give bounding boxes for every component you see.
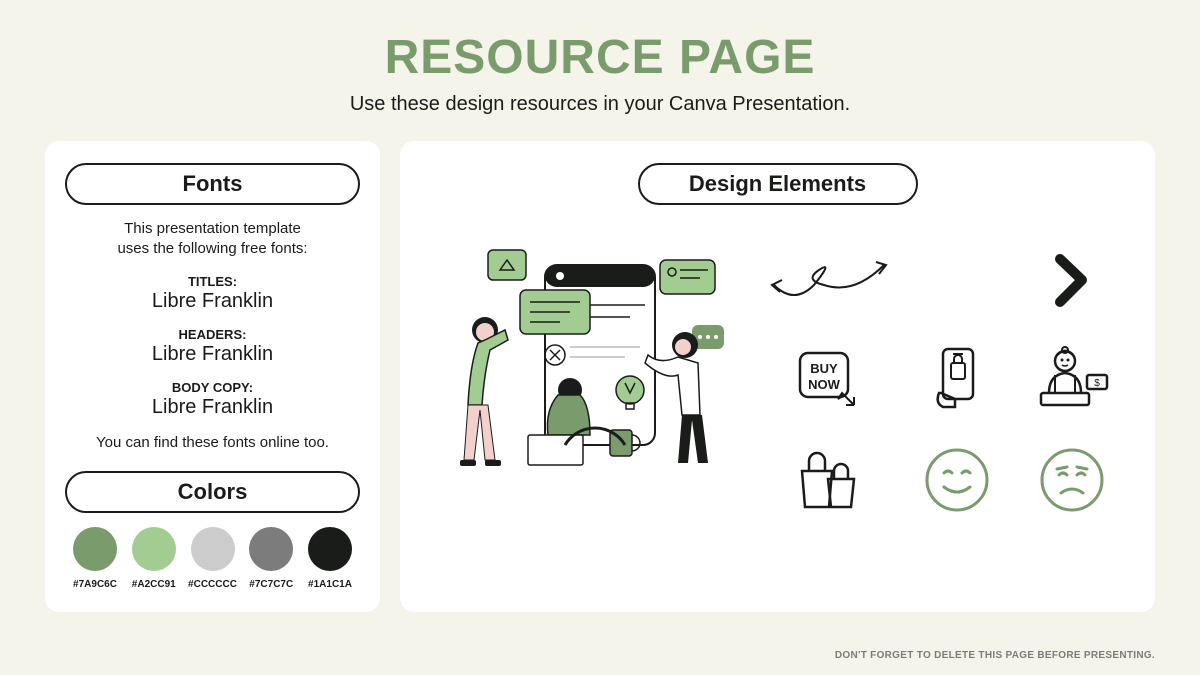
chevron-right-icon <box>1052 253 1092 308</box>
titles-font: Libre Franklin <box>65 290 360 313</box>
swatch-circle <box>308 527 352 571</box>
headers-label: HEADERS: <box>65 327 360 342</box>
swatch-hex: #7C7C7C <box>243 579 299 590</box>
swatch-circle <box>132 527 176 571</box>
svg-text:NOW: NOW <box>808 377 841 392</box>
swatch-circle <box>191 527 235 571</box>
happy-face-icon <box>922 445 992 515</box>
fonts-colors-panel: Fonts This presentation template uses th… <box>45 141 380 612</box>
design-elements-panel: Design Elements <box>400 141 1155 612</box>
swatch-hex: #CCCCCC <box>185 579 241 590</box>
headers-font: Libre Franklin <box>65 343 360 366</box>
fonts-heading: Fonts <box>65 163 360 205</box>
swatch-item: #CCCCCC <box>185 527 241 590</box>
body-label: BODY COPY: <box>65 380 360 395</box>
font-group-body: BODY COPY: Libre Franklin <box>65 380 360 419</box>
font-group-titles: TITLES: Libre Franklin <box>65 274 360 313</box>
swatch-circle <box>73 527 117 571</box>
svg-text:$: $ <box>1094 378 1100 389</box>
colors-heading: Colors <box>65 471 360 513</box>
intro-line2: uses the following free fonts: <box>117 240 307 257</box>
sad-face-icon <box>1037 445 1107 515</box>
intro-line1: This presentation template <box>124 220 301 237</box>
font-group-headers: HEADERS: Libre Franklin <box>65 327 360 366</box>
swatch-hex: #A2CC91 <box>126 579 182 590</box>
swatch-item: #A2CC91 <box>126 527 182 590</box>
swatch-row: #7A9C6C #A2CC91 #CCCCCC #7C7C7C #1A1C1A <box>65 527 360 590</box>
swatch-circle <box>249 527 293 571</box>
svg-text:BUY: BUY <box>810 361 838 376</box>
design-elements-heading: Design Elements <box>638 163 918 205</box>
page-title: RESOURCE PAGE <box>0 0 1200 85</box>
swatch-hex: #1A1C1A <box>302 579 358 590</box>
elements-area: BUY NOW <box>430 235 1125 525</box>
squiggle-arrow-icon <box>764 250 894 310</box>
swatch-hex: #7A9C6C <box>67 579 123 590</box>
fonts-intro: This presentation template uses the foll… <box>65 219 360 260</box>
mobile-shopping-icon <box>927 345 987 415</box>
fonts-outro: You can find these fonts online too. <box>65 433 360 453</box>
body-font: Libre Franklin <box>65 396 360 419</box>
content-row: Fonts This presentation template uses th… <box>0 116 1200 612</box>
icon-grid: BUY NOW <box>764 235 1125 525</box>
titles-label: TITLES: <box>65 274 360 289</box>
footer-note: DON'T FORGET TO DELETE THIS PAGE BEFORE … <box>835 650 1155 661</box>
page-subtitle: Use these design resources in your Canva… <box>0 93 1200 116</box>
swatch-item: #7A9C6C <box>67 527 123 590</box>
buy-now-icon: BUY NOW <box>794 345 864 415</box>
swatch-item: #7C7C7C <box>243 527 299 590</box>
swatch-item: #1A1C1A <box>302 527 358 590</box>
team-illustration <box>430 235 740 475</box>
shopping-bags-icon <box>794 445 864 515</box>
cashier-person-icon: $ <box>1035 345 1110 415</box>
